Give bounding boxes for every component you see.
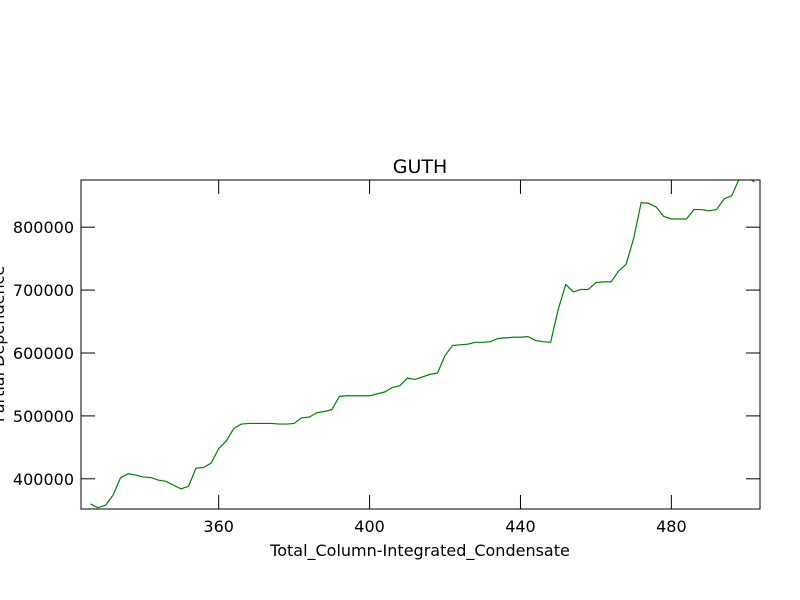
y-axis-ticks: 400000 500000 600000 700000 800000 bbox=[13, 218, 760, 489]
x-tick-label: 440 bbox=[505, 517, 536, 536]
y-tick-label: 600000 bbox=[13, 344, 74, 363]
y-tick-label: 500000 bbox=[13, 407, 74, 426]
chart-title: GUTH bbox=[393, 156, 448, 178]
y-tick-label: 700000 bbox=[13, 281, 74, 300]
y-tick-label: 800000 bbox=[13, 218, 74, 237]
series-line-0 bbox=[90, 180, 755, 509]
x-axis-title: Total_Column-Integrated_Condensate bbox=[269, 541, 570, 561]
plot-frame bbox=[80, 179, 761, 510]
x-axis-ticks: 360 400 440 480 bbox=[203, 180, 687, 536]
y-axis-title: Partial Dependence bbox=[0, 266, 8, 422]
y-tick-label: 400000 bbox=[13, 470, 74, 489]
series-layer bbox=[90, 180, 755, 509]
x-tick-label: 480 bbox=[656, 517, 687, 536]
x-tick-label: 400 bbox=[354, 517, 385, 536]
x-tick-label: 360 bbox=[203, 517, 234, 536]
